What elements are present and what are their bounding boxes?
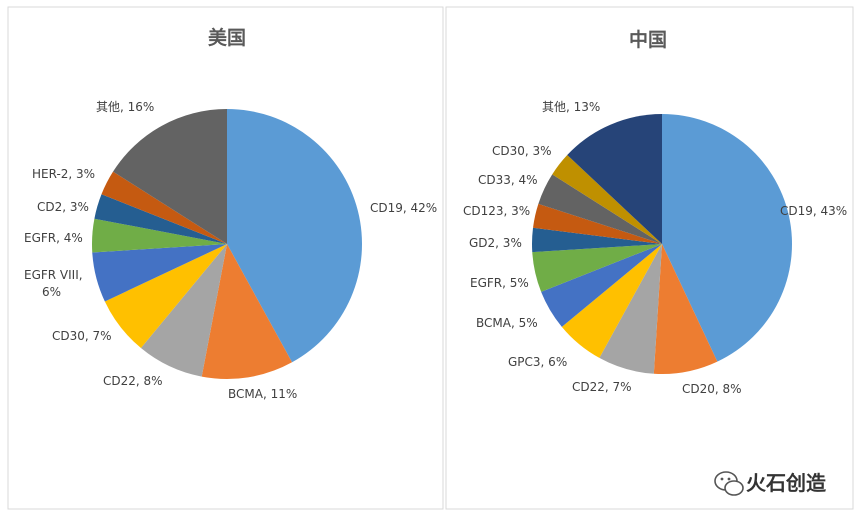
pie-slice-usa-3 [104,244,227,349]
slice-label-usa-2: CD22, 8% [103,374,163,388]
pie-slice-usa-7 [101,171,227,244]
pie-slice-china-7 [533,203,662,244]
pie-slice-china-9 [552,155,662,244]
slice-label-usa-5: EGFR, 4% [24,231,83,245]
slice-label-usa-1: BCMA, 11% [228,387,297,401]
pie-slice-usa-1 [201,244,293,379]
slice-label-china-3: GPC3, 6% [508,355,567,369]
pie-slice-china-8 [538,174,662,244]
pie-slice-usa-5 [92,218,227,253]
slice-label-usa-7: HER-2, 3% [32,167,95,181]
slice-label-usa-8: 其他, 16% [96,100,154,114]
pie-slice-china-0 [662,114,792,362]
slice-label-china-1: CD20, 8% [682,382,742,396]
slice-label-china-10: 其他, 13% [542,100,600,114]
chart-title-china: 中国 [629,28,667,51]
slice-label-china-8: CD33, 4% [478,173,538,187]
slice-label-china-5: EGFR, 5% [470,276,529,290]
slice-label-china-9: CD30, 3% [492,144,552,158]
slice-label-china-0: CD19, 43% [780,204,847,218]
pie-slice-china-4 [541,244,662,327]
chart-title-usa: 美国 [208,26,246,49]
watermark: 火石创造 [714,471,827,496]
pie-slice-usa-6 [94,194,227,244]
pie-slice-china-6 [532,227,662,253]
pie-slice-china-3 [561,244,662,358]
slice-label-usa-0: CD19, 42% [370,201,437,215]
slice-label-china-6: GD2, 3% [469,236,522,250]
slice-label-usa-6: CD2, 3% [37,200,89,214]
pie-slice-china-10 [567,114,662,244]
slice-label-china-4: BCMA, 5% [476,316,538,330]
slice-label-usa-4: EGFR VIII, 6% [24,268,83,299]
pie-slice-china-5 [532,244,662,292]
slice-label-china-2: CD22, 7% [572,380,632,394]
pie-slice-china-1 [653,244,718,374]
slice-label-china-7: CD123, 3% [463,204,530,218]
pie-slice-usa-4 [92,244,227,302]
watermark-text: 火石创造 [746,471,827,495]
slice-label-usa-3: CD30, 7% [52,329,112,343]
pie-slice-usa-8 [113,109,227,244]
pie-chart-usa: CD19, 42% BCMA, 11% CD22, 8% CD30, 7% EGFR V… [24,100,437,401]
pie-chart-china: CD19, 43% CD20, 8% CD22, 7% GPC3, 6% BCMA, 5… [463,100,847,396]
pie-slice-usa-0 [227,109,362,363]
pie-slice-usa-2 [140,244,227,377]
pie-slice-china-2 [599,244,662,374]
wechat-icon [714,471,744,496]
